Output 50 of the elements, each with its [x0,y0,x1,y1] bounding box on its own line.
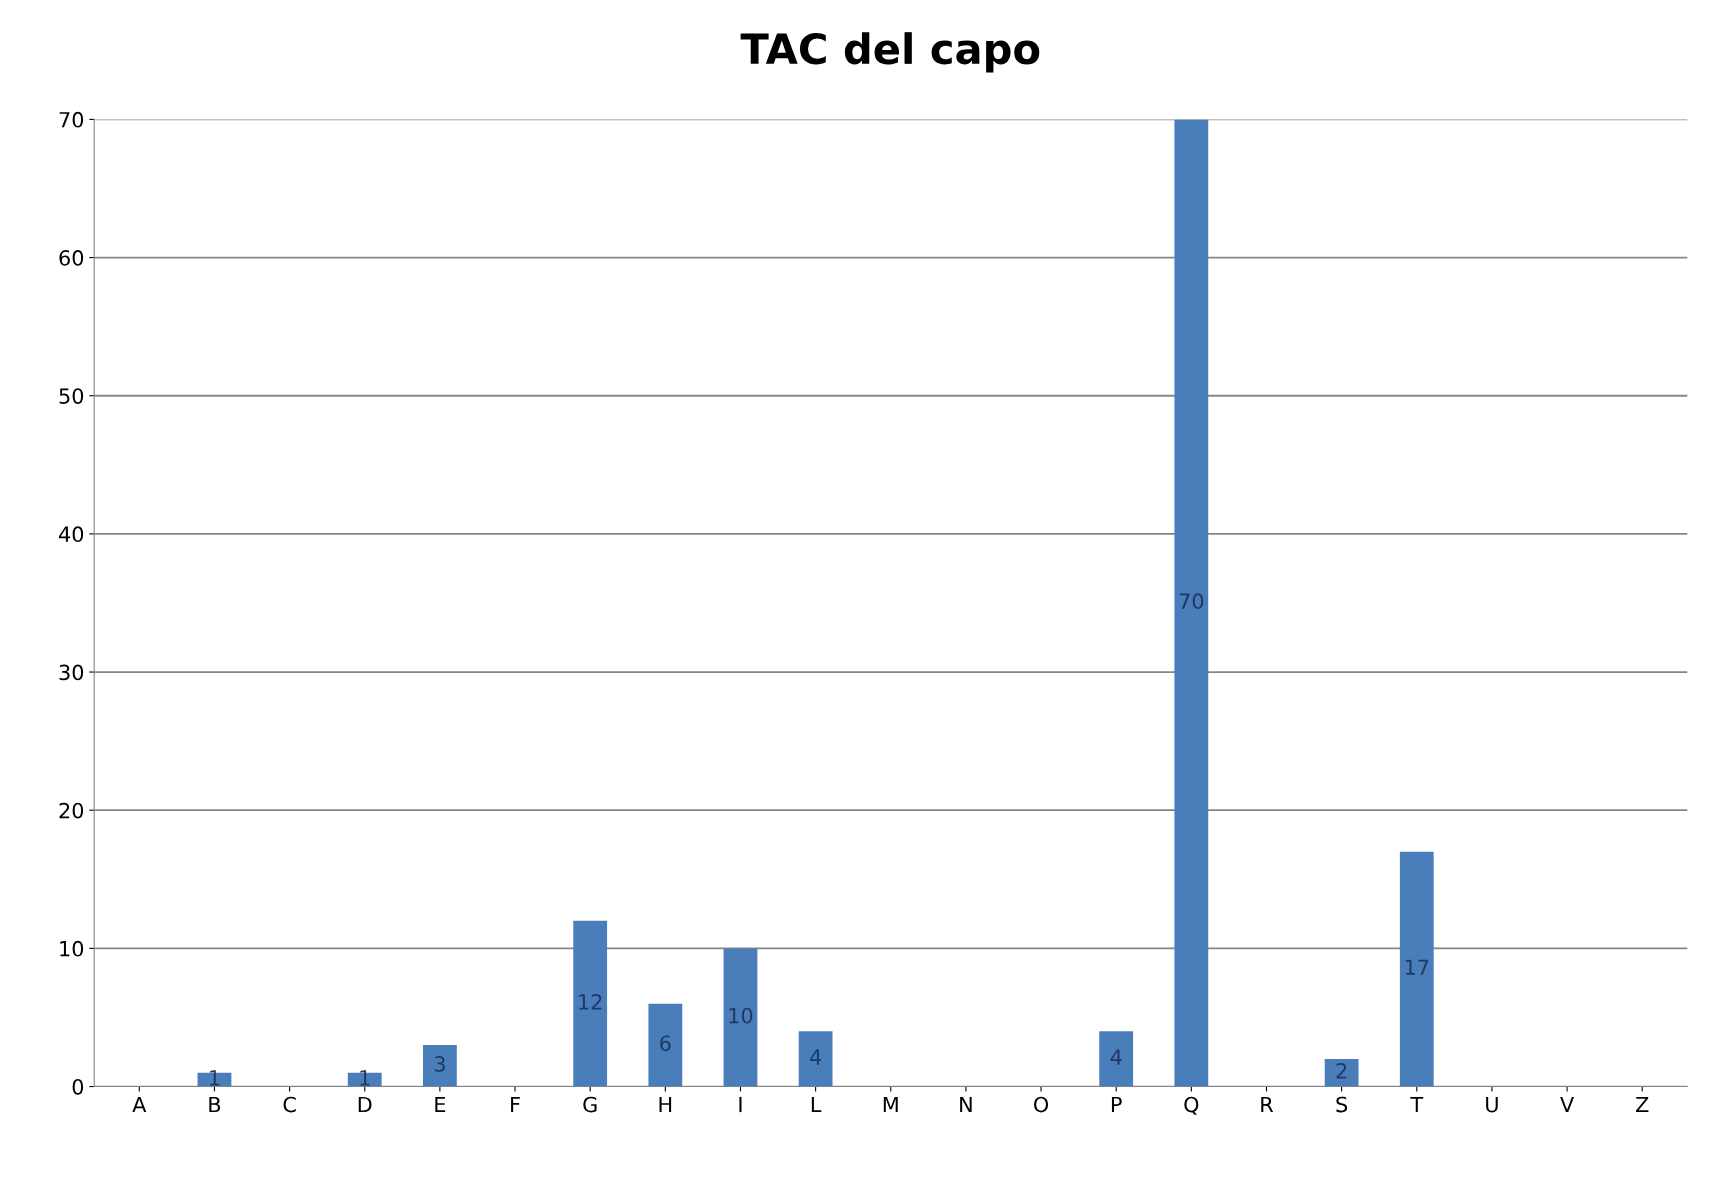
data-label: 12 [579,993,602,1010]
x-tick-label: S [1336,1096,1348,1113]
y-tick-label: 50 [59,388,84,404]
x-tick-label: B [209,1096,221,1113]
bar [648,1003,683,1087]
x-tick-label: I [739,1096,742,1113]
y-tick-label: 70 [59,111,84,128]
y-tick-label: 30 [59,664,84,681]
bar [1174,119,1209,1087]
bar [798,1031,833,1087]
x-tick-label: G [583,1096,597,1113]
chart-title: TAC del capo [740,32,1040,73]
bar [422,1045,457,1087]
data-label: 4 [810,1049,822,1065]
x-tick-label: Z [1636,1096,1649,1113]
x-tick-label: R [1261,1096,1274,1113]
bar [1399,851,1434,1087]
data-label: 1 [210,1070,220,1086]
x-tick-label: T [1410,1096,1424,1113]
y-tick-label: 0 [72,1078,84,1095]
y-tick-label: 10 [60,940,84,957]
data-label: 17 [1405,959,1429,975]
x-tick-label: O [1034,1096,1049,1113]
data-label: 70 [1179,593,1204,610]
x-tick-label: V [1560,1096,1575,1113]
x-tick-label: P [1111,1096,1122,1113]
y-tick-label: 40 [59,526,84,543]
bar [1324,1058,1359,1087]
data-label: 3 [434,1056,445,1072]
y-tick-label: 60 [59,250,84,266]
x-tick-label: N [960,1096,972,1113]
y-tick-label: 20 [59,802,84,819]
bar [1099,1031,1134,1087]
x-tick-label: U [1486,1096,1498,1113]
bar [723,948,758,1087]
x-tick-label: H [659,1096,672,1113]
x-tick-label: L [811,1096,822,1113]
x-tick-label: E [435,1096,446,1113]
x-tick-label: F [511,1096,520,1113]
data-label: 6 [660,1035,671,1052]
data-label: 2 [1336,1063,1347,1079]
bar [573,920,608,1087]
data-label: 4 [1110,1049,1122,1065]
data-label: 1 [360,1070,370,1086]
x-tick-label: Q [1184,1096,1199,1115]
data-label: 10 [729,1007,753,1024]
x-tick-label: M [883,1096,898,1113]
x-tick-label: A [132,1096,147,1113]
x-tick-label: C [283,1096,296,1113]
x-tick-label: D [358,1096,372,1113]
